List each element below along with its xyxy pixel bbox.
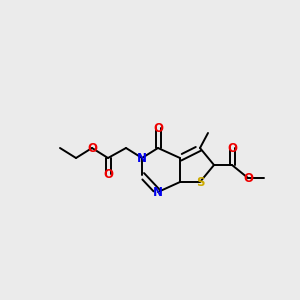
Text: O: O [243, 172, 253, 184]
Text: N: N [153, 185, 163, 199]
Text: O: O [153, 122, 163, 134]
Text: O: O [87, 142, 97, 154]
Text: O: O [227, 142, 237, 154]
Text: S: S [196, 176, 204, 188]
Text: O: O [103, 167, 113, 181]
Text: N: N [137, 152, 147, 164]
